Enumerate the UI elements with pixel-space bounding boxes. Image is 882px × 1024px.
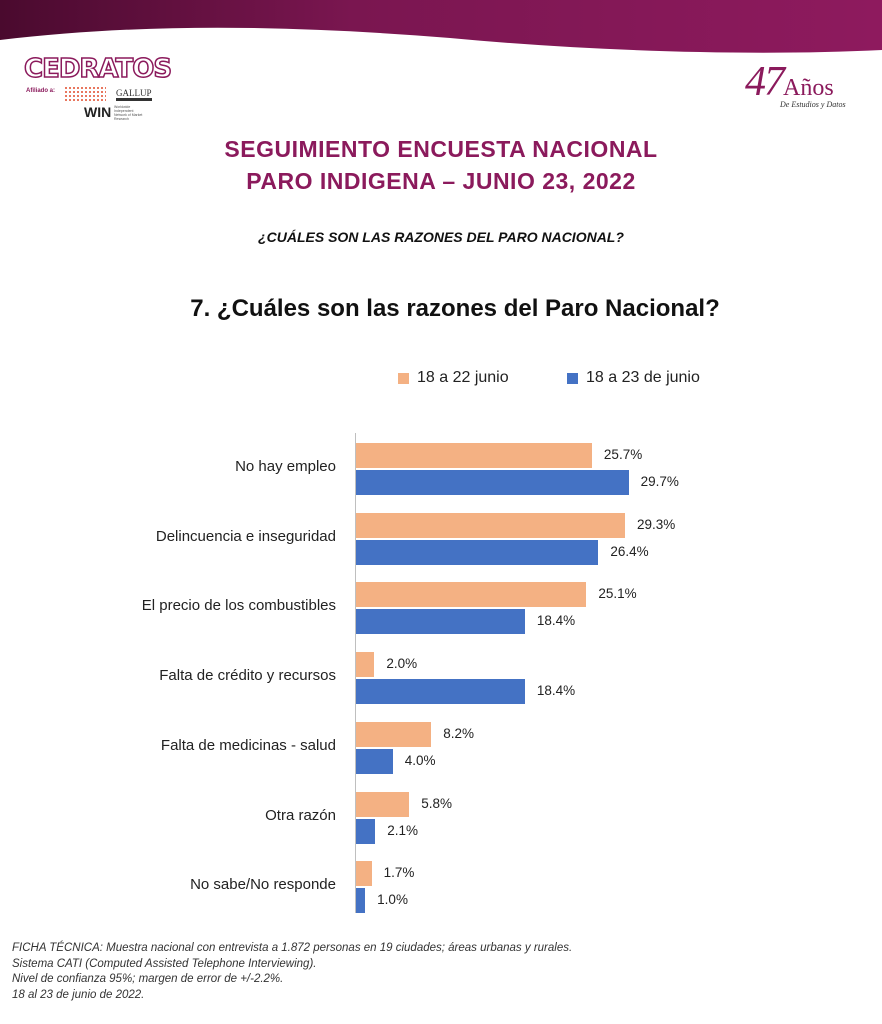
legend-swatch [567, 372, 578, 384]
legend-swatch [398, 372, 409, 384]
data-label: 25.7% [603, 447, 643, 462]
bar-18-22-junio [356, 582, 587, 608]
category-label: El precio de los combustibles [141, 597, 336, 615]
data-label: 29.3% [636, 516, 676, 532]
legend-item-series-2: 18 a 23 de junio [567, 369, 700, 387]
data-label: 2.1% [387, 822, 419, 838]
bar-18-23-junio [356, 888, 366, 914]
win-logo: WIN [84, 104, 112, 120]
legend-item-series-1: 18 a 22 junio [398, 369, 509, 387]
chart-title: 7. ¿Cuáles son las razones del Paro Naci… [190, 295, 720, 322]
category-label: Falta de medicinas - salud [160, 736, 336, 754]
report-title-line1: SEGUIMIENTO ENCUESTA NACIONAL [224, 136, 658, 162]
footer-line: Sistema CATI (Computed Assisted Telephon… [12, 957, 317, 970]
legend-label: 18 a 23 de junio [586, 369, 700, 386]
bar-18-23-junio [356, 539, 599, 565]
footer-line: FICHA TÉCNICA: Muestra nacional con entr… [12, 942, 573, 954]
y-axis-line [355, 433, 356, 913]
data-label: 18.4% [536, 613, 576, 629]
anniversary-sub: De Estudios y Datos [780, 100, 846, 109]
header-banner [0, 0, 882, 53]
bar-18-23-junio [356, 818, 376, 844]
anniversary-word: Años [783, 75, 834, 101]
bar-18-23-junio [356, 748, 393, 774]
category-label: No sabe/No responde [190, 876, 336, 894]
data-label: 8.2% [443, 725, 475, 741]
report-title-line2: PARO INDIGENA – JUNIO 23, 2022 [246, 168, 636, 194]
affiliate-label: Afiliado a: [26, 88, 56, 94]
data-label: 5.8% [421, 795, 453, 811]
data-label: 29.7% [640, 474, 679, 489]
cedratos-logo: CEDRATOS [23, 53, 173, 85]
data-label: 18.4% [536, 683, 576, 699]
data-label: 4.0% [404, 752, 436, 768]
data-label: 1.7% [383, 865, 415, 881]
footer-line: 18 al 23 de junio de 2022. [12, 988, 145, 1001]
technical-note: FICHA TÉCNICA: Muestra nacional con entr… [12, 941, 572, 1003]
gallup-logo: GALLUP [116, 88, 152, 101]
bar-18-22-junio [356, 721, 432, 747]
data-label: 2.0% [386, 656, 418, 672]
bar-18-23-junio [356, 470, 629, 495]
bar-18-22-junio [356, 791, 410, 817]
category-label: Falta de crédito y recursos [159, 667, 336, 685]
bar-18-22-junio [356, 512, 625, 538]
bar-18-22-junio [356, 443, 592, 468]
data-label: 1.0% [377, 892, 408, 908]
category-label: Delincuencia e inseguridad [155, 527, 336, 545]
category-label: No hay empleo [235, 458, 336, 475]
world-map-icon [64, 86, 106, 102]
legend-label: 18 a 22 junio [417, 369, 509, 386]
bar-18-22-junio [356, 652, 375, 678]
anniversary-logo: 47Años De Estudios y Datos [745, 58, 846, 109]
report-subtitle: ¿CUÁLES SON LAS RAZONES DEL PARO NACIONA… [258, 229, 624, 245]
anniversary-number: 47 [745, 59, 785, 105]
win-subtitle: Worldwide Independent Network of Market … [114, 105, 143, 121]
data-label: 26.4% [610, 543, 649, 559]
bar-18-23-junio [356, 679, 525, 705]
footer-line: Nivel de confianza 95%; margen de error … [12, 973, 284, 985]
data-label: 25.1% [598, 586, 637, 602]
bar-18-23-junio [356, 609, 525, 635]
bar-18-22-junio [356, 861, 372, 887]
category-label: Otra razón [265, 806, 336, 824]
